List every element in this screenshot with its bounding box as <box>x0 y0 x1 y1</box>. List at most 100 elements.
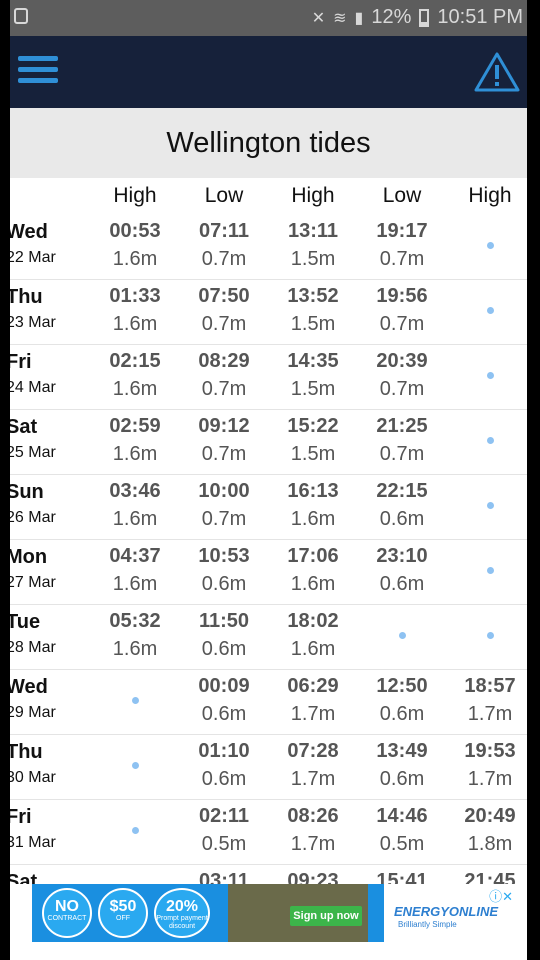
table-row[interactable]: Mon 27 Mar 04:37 1.6m 10:53 0.6m 17:06 1.6m 23:1… <box>10 539 527 605</box>
table-row[interactable]: Fri 24 Mar 02:15 1.6m 08:29 0.7m 14:35 1.5m 20:3… <box>10 344 527 410</box>
tide-time: 06:29 <box>287 675 339 697</box>
tide-height: 1.7m <box>290 768 336 790</box>
no-tide-dot-icon <box>487 437 494 444</box>
tide-height: 0.6m <box>379 573 425 595</box>
tide-height: 0.7m <box>201 248 247 270</box>
menu-icon[interactable] <box>18 56 58 90</box>
ad-banner[interactable]: NO CONTRACT $50 OFF 20% Prompt payment disc… <box>32 884 517 942</box>
no-tide-dot-icon <box>132 762 139 769</box>
tide-time: 18:57 <box>464 675 516 697</box>
table-row[interactable]: Sat 03:11 09:23 15:41 21:45 <box>10 864 527 884</box>
table-row[interactable]: Wed 22 Mar 00:53 1.6m 07:11 0.7m 13:11 1.5m 19:1… <box>10 214 527 280</box>
tide-cell: 10:00 0.7m <box>182 480 266 531</box>
tide-cell: 02:15 1.6m <box>93 350 177 401</box>
tide-cell: 00:53 1.6m <box>93 220 177 271</box>
tide-height: 1.6m <box>112 573 158 595</box>
tide-height: 1.5m <box>290 443 336 465</box>
tide-height: 0.6m <box>379 703 425 725</box>
row-date: 26 Mar <box>10 509 56 526</box>
tide-cell: 21:45 <box>448 870 527 884</box>
table-row[interactable]: Thu 30 Mar 01:10 0.6m 07:28 1.7m 13:49 0.6m 19:5… <box>10 734 527 800</box>
tide-height: 0.5m <box>379 833 425 855</box>
tide-time: 16:13 <box>287 480 339 502</box>
tide-height: 1.6m <box>290 573 336 595</box>
tide-time: 22:15 <box>376 480 428 502</box>
table-row[interactable]: Sat 25 Mar 02:59 1.6m 09:12 0.7m 15:22 1.5m 21:2… <box>10 409 527 475</box>
tide-cell: 13:52 1.5m <box>271 285 355 336</box>
tide-cell: 01:33 1.6m <box>93 285 177 336</box>
table-row[interactable]: Wed 29 Mar 00:09 0.6m 06:29 1.7m 12:50 0.6m 18:5… <box>10 669 527 735</box>
tide-time: 03:11 <box>198 870 250 884</box>
row-date: 25 Mar <box>10 444 56 461</box>
tide-cell: 17:06 1.6m <box>271 545 355 596</box>
ad-signup-button[interactable]: Sign up now <box>290 906 362 926</box>
tide-time: 13:49 <box>376 740 428 762</box>
tide-height: 1.7m <box>290 703 336 725</box>
ad-choices-icon[interactable]: ⓘ✕ <box>489 889 513 904</box>
tide-time: 15:41 <box>376 870 428 884</box>
tide-cell: 02:59 1.6m <box>93 415 177 466</box>
tide-height: 1.8m <box>467 833 513 855</box>
tide-height: 0.7m <box>201 508 247 530</box>
tide-cell: 01:10 0.6m <box>182 740 266 791</box>
tide-cell: 08:29 0.7m <box>182 350 266 401</box>
tide-height: 0.7m <box>379 443 425 465</box>
tide-height: 1.6m <box>112 313 158 335</box>
tide-cell: 09:12 0.7m <box>182 415 266 466</box>
page-title: Wellington tides <box>10 108 527 178</box>
table-row[interactable]: Sun 26 Mar 03:46 1.6m 10:00 0.7m 16:13 1.6m 22:1… <box>10 474 527 540</box>
tide-cell: 07:11 0.7m <box>182 220 266 271</box>
tide-height: 1.5m <box>290 378 336 400</box>
ad-badge-discount: $50 OFF <box>98 888 148 938</box>
row-day: Thu <box>10 741 43 763</box>
no-tide-dot-icon <box>399 632 406 639</box>
tide-height: 0.6m <box>379 508 425 530</box>
tide-cell: 03:46 1.6m <box>93 480 177 531</box>
row-day: Sat <box>10 871 38 884</box>
tide-cell: 07:28 1.7m <box>271 740 355 791</box>
tide-time: 07:28 <box>287 740 339 762</box>
table-row[interactable]: Thu 23 Mar 01:33 1.6m 07:50 0.7m 13:52 1.5m 19:5… <box>10 279 527 345</box>
column-header: High <box>113 184 157 207</box>
tide-time: 15:22 <box>287 415 339 437</box>
tide-time: 09:12 <box>198 415 250 437</box>
tide-time: 08:26 <box>287 805 339 827</box>
row-date: 31 Mar <box>10 834 56 851</box>
tide-cell: 14:46 0.5m <box>360 805 444 856</box>
tide-height: 1.6m <box>112 443 158 465</box>
tide-time: 19:17 <box>376 220 428 242</box>
row-day: Tue <box>10 611 41 633</box>
no-tide-dot-icon <box>487 242 494 249</box>
wifi-icon: ≋ <box>333 9 347 27</box>
tide-cell: 21:25 0.7m <box>360 415 444 466</box>
tide-cell: 15:41 <box>360 870 444 884</box>
tide-height: 0.6m <box>201 638 247 660</box>
row-date: 29 Mar <box>10 704 56 721</box>
row-date: 27 Mar <box>10 574 56 591</box>
tide-time: 02:15 <box>109 350 161 372</box>
tide-time: 02:11 <box>198 805 250 827</box>
tide-time: 09:23 <box>287 870 339 884</box>
column-header: Low <box>204 184 244 207</box>
tide-time: 05:32 <box>109 610 161 632</box>
tide-cell: 20:39 0.7m <box>360 350 444 401</box>
tide-height: 1.7m <box>467 703 513 725</box>
ad-tagline: Brilliantly Simple <box>398 920 457 929</box>
tide-height: 1.6m <box>112 248 158 270</box>
notification-icon <box>14 8 28 24</box>
tide-cell: 18:57 1.7m <box>448 675 527 726</box>
tide-height: 0.7m <box>201 313 247 335</box>
tide-time: 19:56 <box>376 285 428 307</box>
table-row[interactable]: Tue 28 Mar 05:32 1.6m 11:50 0.6m 18:02 1.6m <box>10 604 527 670</box>
ad-badge-no-contract: NO CONTRACT <box>42 888 92 938</box>
tide-cell: 05:32 1.6m <box>93 610 177 661</box>
status-bar: ✕ ≋ ▮ 12% 10:51 PM <box>10 0 527 36</box>
tide-cell: 02:11 0.5m <box>182 805 266 856</box>
warning-icon[interactable] <box>473 51 521 93</box>
no-tide-dot-icon <box>132 827 139 834</box>
table-row[interactable]: Fri 31 Mar 02:11 0.5m 08:26 1.7m 14:46 0.5m 20:4… <box>10 799 527 865</box>
row-date: 28 Mar <box>10 639 56 656</box>
tide-time: 23:10 <box>376 545 428 567</box>
no-tide-dot-icon <box>487 502 494 509</box>
tide-cell: 04:37 1.6m <box>93 545 177 596</box>
